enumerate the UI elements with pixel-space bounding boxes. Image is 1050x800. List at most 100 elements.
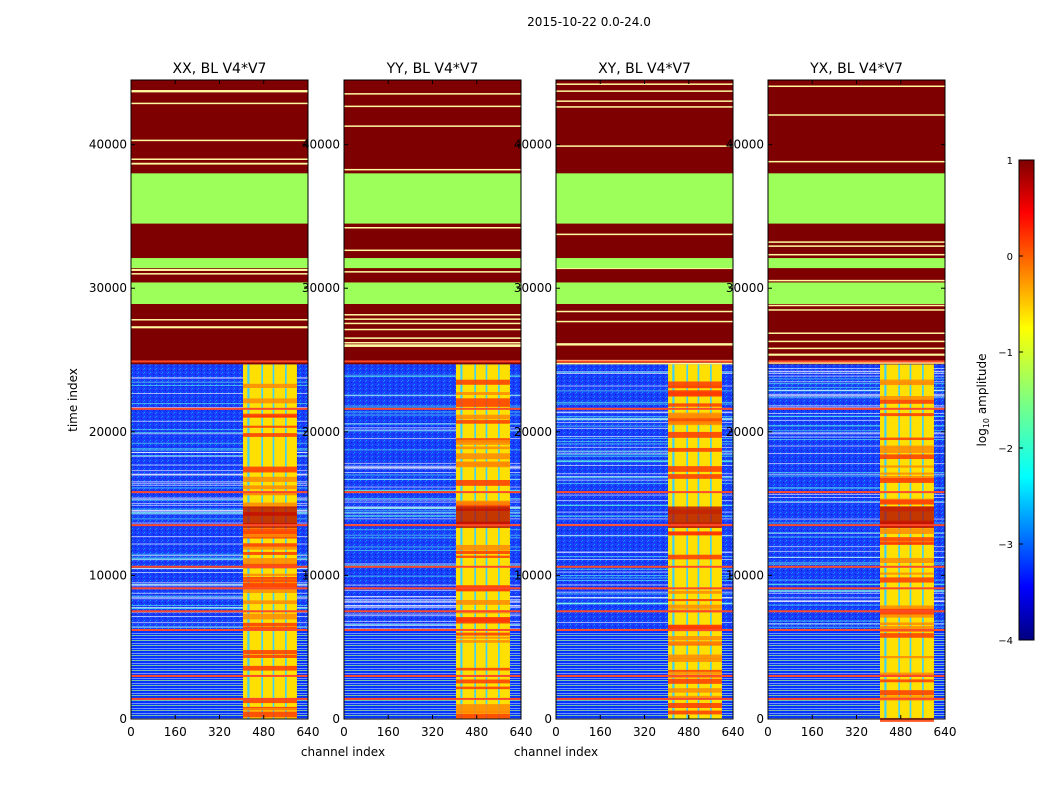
red-line [556,407,733,410]
row-line [344,411,521,413]
row-line [556,577,733,579]
row-line [344,478,521,480]
red-line [556,674,733,677]
saturated-line [556,344,733,346]
rfi-spot [880,690,934,696]
row-line [556,575,733,577]
row-line [131,518,308,520]
brightband-gap [672,364,675,719]
saturated-line [131,90,308,93]
rfi-spot [243,528,297,534]
saturated-line [344,125,521,127]
colorbar-label: log10 amplitude [975,354,991,447]
colorbar-tick-label: 0 [1007,252,1013,263]
rfi-spot [880,477,934,483]
rfi-spot [668,403,722,407]
rfi-spot [243,579,297,583]
row-line [556,385,733,387]
red-line [344,524,521,527]
row-line [768,501,945,503]
row-line [344,598,521,600]
row-line [344,613,521,615]
rfi-burst [668,506,722,529]
row-line [768,378,945,380]
y-tick-label: 0 [756,712,764,726]
rfi-spot [456,398,510,402]
row-line [131,470,308,472]
row-line [768,393,945,395]
row-line [556,425,733,427]
saturated-line [131,162,308,165]
row-line [556,584,733,586]
rfi-spot [243,545,297,550]
brightband-gap [485,364,488,719]
row-line [556,452,733,454]
row-line [768,386,945,388]
rfi-spot [456,667,510,671]
rfi-spot [668,390,722,396]
saturated-line [556,267,733,270]
row-line [131,393,308,395]
brightband-gap [285,364,287,719]
row-line [556,568,733,570]
rfi-spot [668,654,722,660]
row-line [131,487,308,489]
row-line [344,506,521,508]
row-line [344,510,521,512]
rfi-spot [456,555,510,558]
rfi-spot [243,573,297,577]
row-line [556,622,733,624]
rfi-spot [456,453,510,460]
row-line [556,422,733,424]
row-line [131,536,308,538]
rfi-spot [668,671,722,675]
row-line [768,445,945,447]
row-line [556,602,733,604]
row-line [131,511,308,513]
red-line [556,565,733,568]
rfi-spot [243,711,297,718]
rfi-spot [456,713,510,717]
rfi-spot [668,599,722,602]
colorbar-gradient [1018,159,1035,641]
row-line [131,607,308,609]
saturated-line [344,342,521,344]
row-line [131,582,308,584]
row-line [131,585,308,587]
rfi-spot [880,445,934,448]
rfi-spot [243,650,297,655]
red-line [768,565,945,568]
x-tick-label: 0 [552,725,560,739]
row-line [556,412,733,414]
brightband-gap [460,364,463,719]
rfi-spot [668,447,722,452]
x-tick-label: 320 [845,725,868,739]
row-line [768,413,945,415]
row-line [344,395,521,397]
rfi-spot [880,399,934,404]
row-line [556,403,733,405]
rfi-spot [880,396,934,401]
row-line [768,589,945,591]
row-line [768,397,945,399]
rfi-spot [456,704,510,710]
row-line [768,436,945,438]
saturated-line [556,233,733,236]
row-line [768,579,945,581]
x-axis-label: channel index [301,745,385,759]
y-tick-label: 0 [544,712,552,726]
rfi-spot [880,605,934,611]
rfi-spot [456,420,510,424]
row-line [344,376,521,378]
row-line [344,506,521,508]
row-line [131,543,308,545]
brightband-gap [261,364,263,719]
green-block [344,282,521,305]
x-tick-label: 480 [465,725,488,739]
saturated-line [131,268,308,271]
y-tick-label: 20000 [89,425,127,439]
row-line [344,623,521,625]
row-line [131,607,308,609]
row-line [344,529,521,531]
row-line [131,598,308,600]
